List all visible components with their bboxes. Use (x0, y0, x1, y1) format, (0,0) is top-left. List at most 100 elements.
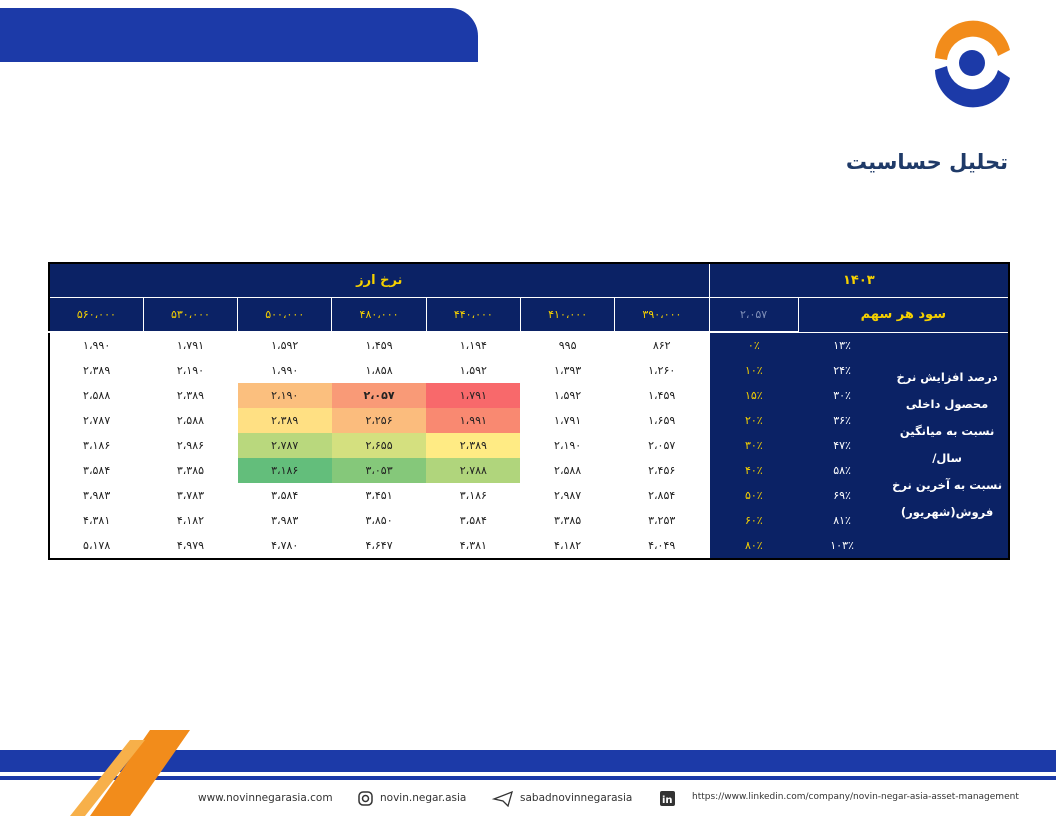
cell: ۳،۳۸۵ (176, 464, 205, 477)
footer-stripe (0, 776, 1056, 780)
cell: ۱،۹۹۱ (426, 408, 521, 433)
increase: ۲۰٪ (708, 408, 799, 433)
increase: ۶۰٪ (708, 508, 799, 533)
increase: ۳۰٪ (708, 433, 799, 458)
growth: ۲۴٪ (798, 358, 887, 383)
column-header: ۳۹۰،۰۰۰ (614, 297, 710, 333)
cell: ۱،۵۹۲ (554, 389, 582, 402)
growth: ۶۹٪ (798, 483, 887, 508)
row-label-line: محصول داخلی (905, 397, 989, 412)
column-header: ۴۱۰،۰۰۰ (519, 297, 615, 333)
footer-website: www.novinnegarasia.com (198, 792, 333, 804)
cell: ۱،۹۹۰ (271, 364, 299, 377)
cell: ۴،۷۸۰ (271, 539, 299, 552)
footer-linkedin: https://www.linkedin.com/company/novin-n… (692, 792, 1019, 802)
data-row: ۳۶٪ ۲۰٪ ۱،۶۵۹ ۱،۷۹۱ ۱،۹۹۱ ۲،۲۵۶ ۲،۳۸۹ ۲،۵۸۸ ۲،۷۸… (49, 408, 1009, 433)
column-header: ۴۸۰،۰۰۰ (331, 297, 427, 333)
cell: ۲،۷۸۷ (83, 414, 111, 427)
cell: ۳،۹۸۳ (271, 514, 299, 527)
cell: ۴،۱۸۲ (176, 514, 205, 527)
cell: ۲،۶۵۵ (331, 433, 427, 458)
cell: ۲،۰۵۷ (648, 439, 676, 452)
cell: ۲،۳۸۹ (176, 389, 205, 402)
column-header: ۵۶۰،۰۰۰ (48, 297, 144, 333)
cell: ۲،۵۸۸ (176, 414, 205, 427)
year: ۱۴۰۳ (708, 262, 1010, 298)
row-label-line: درصد افزایش نرخ (896, 370, 998, 385)
data-row: ۴۷٪ ۳۰٪ ۲،۰۵۷ ۲،۱۹۰ ۲،۳۸۹ ۲،۶۵۵ ۲،۷۸۷ ۲،۹۸۶ ۳،۱۸… (49, 433, 1009, 458)
increase: ۸۰٪ (708, 533, 799, 559)
footer-icons: in (358, 791, 675, 807)
cell: ۳،۳۸۵ (554, 514, 582, 527)
axis-label: نرخ ارز (48, 262, 710, 298)
cell: ۸۶۲ (652, 339, 671, 352)
cell: ۹۹۵ (558, 339, 577, 352)
cell: ۲،۲۵۶ (331, 408, 427, 433)
increase: ۴۰٪ (708, 458, 799, 483)
cell: ۱،۹۹۰ (83, 339, 111, 352)
cell: ۲،۰۵۷ (331, 383, 427, 408)
footer-band (0, 750, 1056, 772)
cell: ۲،۵۸۸ (83, 389, 111, 402)
cell: ۲،۵۸۸ (554, 464, 582, 477)
data-row: ۵۸٪ ۴۰٪ ۲،۴۵۶ ۲،۵۸۸ ۲،۷۸۸ ۳،۰۵۳ ۳،۱۸۶ ۳،۳۸۵ ۳،۵۸… (49, 458, 1009, 483)
increase: ۱۵٪ (708, 383, 799, 408)
data-row: درصد افزایش نرخ محصول داخلی نسبت به میانگی… (49, 332, 1010, 559)
cell: ۱،۷۹۱ (176, 339, 205, 352)
cell: ۳،۴۵۱ (365, 489, 393, 502)
growth: ۴۷٪ (798, 433, 887, 458)
increase: ۰٪ (708, 332, 799, 358)
growth: ۵۸٪ (798, 458, 887, 483)
cell: ۱،۸۵۸ (365, 364, 393, 377)
cell: ۴،۹۷۹ (176, 539, 205, 552)
cell: ۳،۵۸۴ (83, 464, 111, 477)
cell: ۳،۹۸۳ (83, 489, 111, 502)
column-header: ۴۴۰،۰۰۰ (425, 297, 521, 333)
cell: ۱،۴۵۹ (365, 339, 393, 352)
cell: ۲،۳۸۹ (426, 433, 521, 458)
cell: ۴،۰۴۹ (648, 539, 676, 552)
cell: ۲،۷۸۷ (237, 433, 332, 458)
header-row: سود هر سهم ۲،۰۵۷ ۳۹۰،۰۰۰ ۴۱۰،۰۰۰ ۴۴۰،۰۰۰ ۴۸۰،… (48, 297, 1010, 333)
cell: ۴،۱۸۲ (554, 539, 582, 552)
cell: ۳،۵۸۴ (271, 489, 299, 502)
growth: ۱۳٪ (798, 332, 887, 358)
row-label: درصد افزایش نرخ محصول داخلی نسبت به میانگی… (886, 332, 1010, 559)
cell: ۱،۱۹۴ (459, 339, 487, 352)
cell: ۱،۵۹۲ (271, 339, 299, 352)
cell: ۲،۳۸۹ (83, 364, 111, 377)
footer-accent (70, 740, 145, 816)
cell: ۲،۹۸۶ (176, 439, 205, 452)
footer-instagram: novin.negar.asia (380, 792, 467, 804)
cell: ۳،۱۸۶ (237, 458, 332, 483)
cell: ۱،۵۹۲ (459, 364, 487, 377)
row-label-line: فروش(شهریور) (900, 505, 994, 520)
increase: ۵۰٪ (708, 483, 799, 508)
cell: ۲،۸۵۴ (648, 489, 676, 502)
cell: ۲،۱۹۰ (554, 439, 582, 452)
cell: ۲،۱۹۰ (237, 383, 332, 408)
column-header: ۵۳۰،۰۰۰ (142, 297, 238, 333)
cell: ۳،۵۸۴ (459, 514, 487, 527)
row-label-line: نسبت به آخرین نرخ (892, 478, 1003, 493)
header-row: ۱۴۰۳ نرخ ارز (48, 262, 1010, 298)
cell: ۲،۴۵۶ (648, 464, 676, 477)
cell: ۴،۶۴۷ (365, 539, 393, 552)
cell: ۳،۱۸۶ (83, 439, 111, 452)
growth: ۱۰۳٪ (798, 533, 887, 559)
cell: ۱،۷۹۱ (426, 383, 521, 408)
data-row: ۲۴٪ ۱۰٪ ۱،۲۶۰ ۱،۳۹۳ ۱،۵۹۲ ۱،۸۵۸ ۱،۹۹۰ ۲،۱۹۰ ۲،۳۸… (49, 358, 1009, 383)
column-header: ۵۰۰،۰۰۰ (237, 297, 332, 333)
sensitivity-table: ۱۴۰۳ نرخ ارز سود هر سهم ۲،۰۵۷ ۳۹۰،۰۰۰ ۴۱۰،۰۰۰… (48, 262, 1011, 560)
cell: ۱،۷۹۱ (554, 414, 582, 427)
data-row: ۶۹٪ ۵۰٪ ۲،۸۵۴ ۲،۹۸۷ ۳،۱۸۶ ۳،۴۵۱ ۳،۵۸۴ ۳،۷۸۳ ۳،۹۸… (49, 483, 1009, 508)
top-banner (0, 8, 478, 62)
logo (935, 20, 1010, 108)
page-title: تحلیل حساسیت (845, 150, 1008, 174)
cell: ۱،۲۶۰ (648, 364, 676, 377)
cell: ۲،۱۹۰ (176, 364, 205, 377)
footer-accent (90, 730, 190, 816)
cell: ۱،۳۹۳ (554, 364, 582, 377)
row-label-line: نسبت به میانگین سال/ (899, 424, 995, 466)
